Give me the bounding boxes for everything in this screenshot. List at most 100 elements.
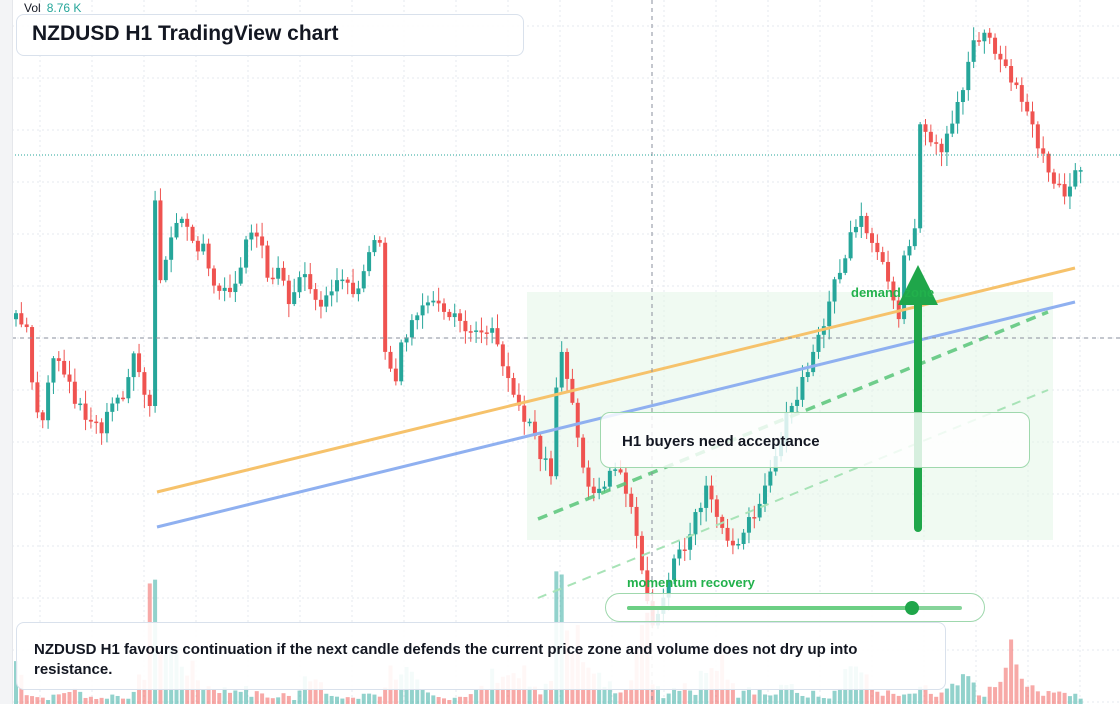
candle-body [987, 32, 992, 38]
volume-bar [607, 681, 612, 704]
momentum-slider[interactable] [605, 593, 985, 622]
candle-body [575, 402, 580, 438]
candle-body [1014, 82, 1019, 86]
candle-body [490, 328, 495, 333]
candle-body [934, 142, 939, 144]
candle-body [730, 540, 735, 546]
candle-body [238, 267, 243, 284]
candle-body [468, 331, 473, 333]
volume-bar [115, 695, 120, 704]
volume-bar [297, 690, 302, 704]
candle-body [495, 328, 500, 345]
candle-body [35, 382, 40, 413]
candle-body [880, 252, 885, 262]
candle-body [581, 437, 586, 468]
volume-bar [725, 679, 730, 704]
volume-bar [741, 690, 746, 704]
volume-bar [281, 693, 286, 704]
volume-bar [329, 695, 334, 704]
volume-value: 8.76 K [46, 1, 82, 15]
volume-bar [971, 682, 976, 704]
candle-body [436, 300, 441, 304]
candle-body [923, 124, 928, 132]
candle-body [324, 295, 329, 307]
candle-body [104, 411, 109, 434]
candle-body [714, 499, 719, 517]
volume-bar [121, 698, 125, 704]
candle-body [484, 332, 489, 334]
candle-body [345, 279, 350, 283]
candle-body [388, 351, 393, 369]
volume-bar [495, 682, 500, 704]
candle-body [591, 486, 596, 494]
volume-bar [752, 694, 757, 704]
candle-body [618, 469, 623, 473]
candle-body [752, 517, 757, 519]
candle-body [1073, 170, 1078, 187]
candle-body [859, 215, 864, 227]
annotation-note-text: H1 buyers need acceptance [622, 433, 820, 450]
candle-body [351, 282, 356, 295]
annotation-note[interactable]: H1 buyers need acceptance [600, 412, 1030, 468]
volume-bar [195, 680, 200, 704]
volume-bar [474, 689, 479, 704]
candle-body [805, 372, 810, 378]
volume-bar [367, 693, 372, 704]
candle-body [228, 287, 232, 293]
volume-bar [1019, 678, 1024, 704]
candle-body [383, 242, 388, 352]
volume-bar [768, 695, 773, 704]
volume-bar [201, 689, 206, 704]
volume-bar [463, 696, 468, 704]
volume-bar [613, 693, 618, 704]
momentum-knob[interactable] [904, 601, 919, 615]
candle-body [458, 313, 463, 321]
volume-bar [1051, 692, 1056, 704]
volume-readout: Vol 8.76 K [24, 1, 81, 15]
volume-bar [62, 693, 67, 704]
candle-body [559, 351, 564, 388]
volume-bar [335, 696, 339, 704]
volume-bar [928, 693, 933, 704]
volume-bar [94, 698, 99, 704]
volume-bar [516, 678, 521, 704]
candle-body [131, 353, 136, 378]
volume-bar [960, 674, 965, 704]
volume-bar [372, 694, 377, 704]
candle-body [971, 40, 976, 62]
candle-body [565, 351, 570, 379]
candle-body [281, 267, 286, 281]
candle-body [939, 143, 944, 153]
candle-body [115, 397, 120, 404]
candle-body [78, 403, 83, 406]
summary-text: NZDUSD H1 favours continuation if the ne… [34, 641, 858, 678]
channel-line-lower [537, 389, 1049, 599]
volume-bar [623, 689, 628, 704]
candle-body [1030, 111, 1035, 125]
candle-body [297, 277, 302, 293]
candle-body [361, 271, 366, 289]
candle-body [928, 131, 933, 143]
volume-bar [324, 693, 329, 704]
candle-body [367, 252, 372, 272]
candle-body [960, 90, 965, 102]
volume-bar [442, 698, 446, 704]
candle-body [174, 222, 179, 238]
volume-bar [222, 687, 227, 704]
volume-bar [779, 684, 784, 704]
candle-body [260, 236, 265, 246]
candle-body [795, 399, 800, 406]
volume-bar [104, 698, 109, 704]
candle-body [318, 299, 323, 307]
volume-bar [30, 696, 35, 704]
candle-body [372, 240, 377, 253]
candle-body [875, 242, 880, 253]
up-arrow-head [898, 265, 938, 305]
candle-body [848, 232, 853, 259]
candle-body [292, 292, 297, 305]
candle-body [902, 255, 907, 320]
candle-body [907, 246, 912, 256]
volume-bar [361, 693, 366, 704]
candle-body [977, 40, 981, 42]
candle-body [442, 303, 446, 312]
